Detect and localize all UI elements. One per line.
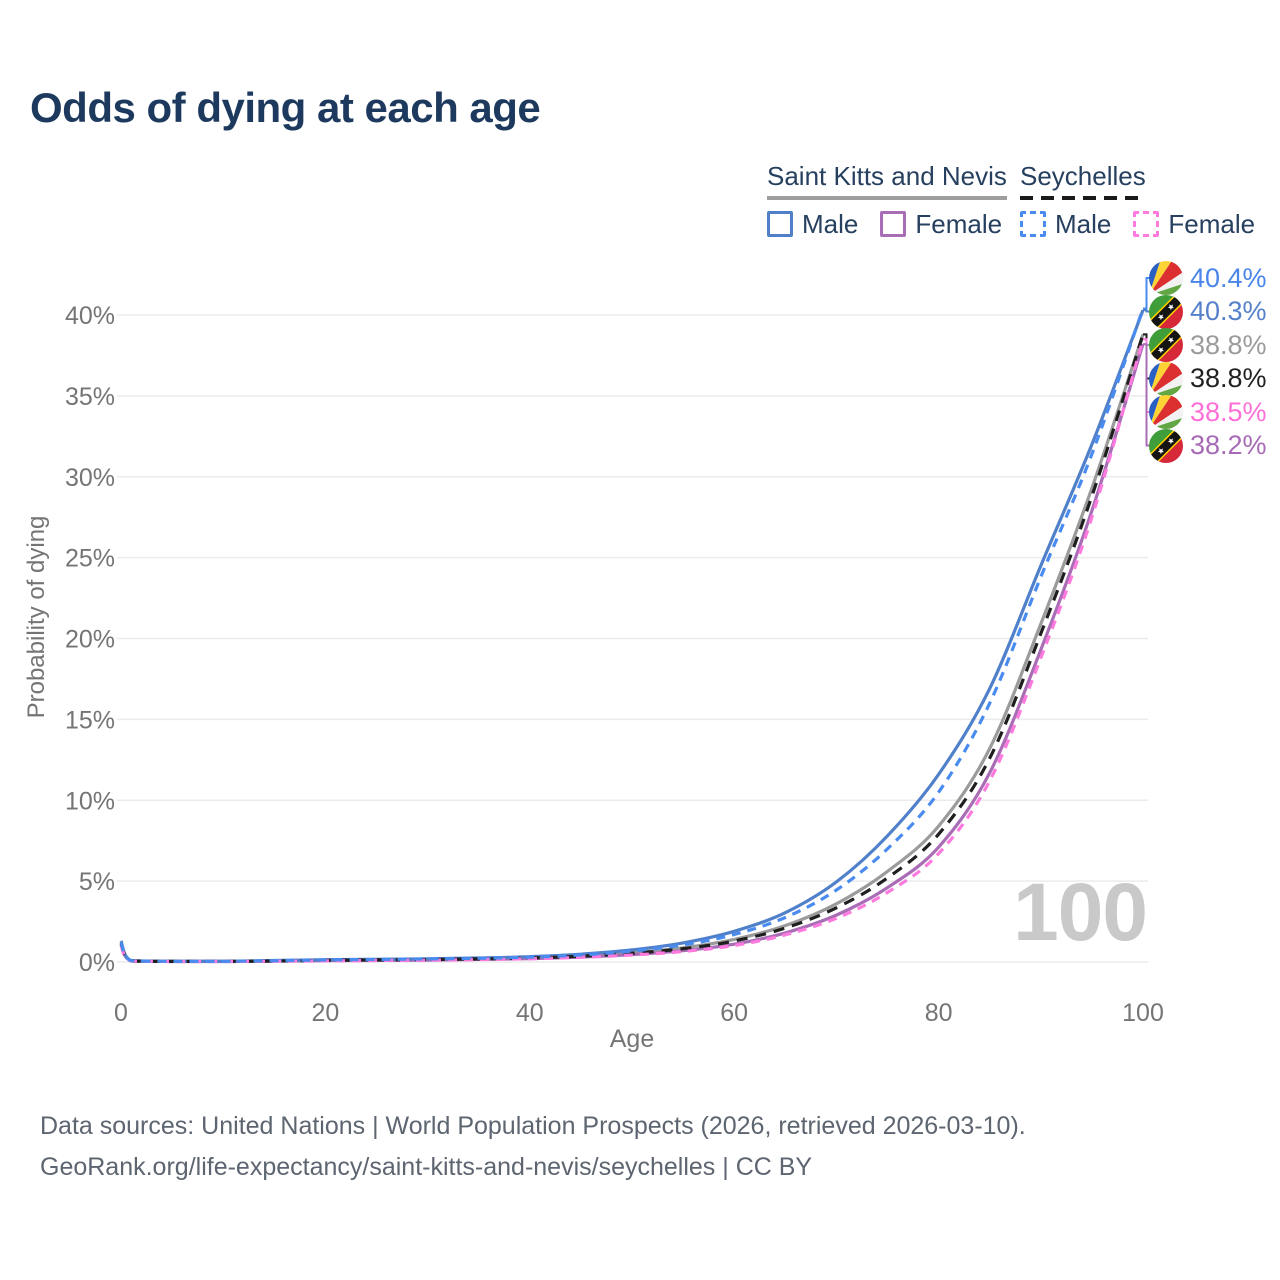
series-lines bbox=[119, 307, 1145, 964]
legend-label-skn-male[interactable]: Male bbox=[802, 208, 859, 239]
legend-label-sey-female[interactable]: Female bbox=[1168, 208, 1256, 239]
x-tick-label: 20 bbox=[311, 999, 339, 1027]
saint-kitts-and-nevis-flag-icon bbox=[1149, 328, 1183, 362]
legend-country-saint-kitts-and-nevis: Saint Kitts and Nevis bbox=[767, 161, 1007, 191]
end-value-label: 40.3% bbox=[1190, 296, 1267, 326]
legend-group-seychelles: Seychelles Male Female bbox=[1020, 161, 1277, 240]
legend-label-sey-male[interactable]: Male bbox=[1055, 208, 1112, 239]
legend-group-saint-kitts-and-nevis: Saint Kitts and Nevis Male Female bbox=[767, 161, 1024, 240]
seychelles-flag-icon bbox=[1149, 261, 1183, 295]
series-end-label: 38.5% bbox=[1149, 395, 1267, 429]
y-tick-label: 40% bbox=[65, 302, 115, 330]
x-tick-label: 40 bbox=[516, 999, 544, 1027]
x-tick-label: 100 bbox=[1122, 999, 1164, 1027]
series-line-skn-both bbox=[119, 333, 1145, 964]
end-value-label: 38.2% bbox=[1190, 430, 1267, 460]
y-tick-label: 10% bbox=[65, 787, 115, 815]
series-end-label: 38.2% bbox=[1149, 428, 1267, 463]
y-tick-label: 35% bbox=[65, 383, 115, 411]
end-value-label: 38.8% bbox=[1190, 363, 1267, 393]
y-tick-label: 30% bbox=[65, 464, 115, 492]
legend-swatch-skn-male[interactable] bbox=[767, 211, 793, 238]
series-line-sey-female bbox=[119, 338, 1145, 964]
y-tick-label: 15% bbox=[65, 706, 115, 734]
end-value-label: 40.4% bbox=[1190, 262, 1267, 293]
x-tick-label: 0 bbox=[114, 999, 128, 1027]
seychelles-flag-icon bbox=[1149, 395, 1183, 429]
legend-swatch-skn-female[interactable] bbox=[880, 211, 907, 238]
y-tick-label: 0% bbox=[79, 949, 115, 977]
y-tick-label: 5% bbox=[79, 868, 115, 896]
legend-swatch-sey-male[interactable] bbox=[1020, 211, 1046, 238]
y-tick-label: 20% bbox=[65, 626, 115, 654]
series-line-sey-male bbox=[119, 307, 1145, 964]
chart-title: Odds of dying at each age bbox=[30, 84, 541, 131]
seychelles-flag-icon bbox=[1149, 361, 1183, 396]
legend-swatch-sey-female[interactable] bbox=[1133, 211, 1160, 238]
x-axis-title: Age bbox=[610, 1025, 654, 1053]
saint-kitts-and-nevis-flag-icon bbox=[1149, 294, 1183, 329]
end-value-label: 38.5% bbox=[1190, 396, 1267, 427]
end-value-label: 38.8% bbox=[1190, 329, 1267, 360]
series-end-label: 38.8% bbox=[1149, 361, 1267, 396]
age-watermark: 100 bbox=[1013, 867, 1148, 958]
series-end-label: 40.3% bbox=[1149, 294, 1267, 329]
footer-line-2: GeoRank.org/life-expectancy/saint-kitts-… bbox=[40, 1152, 813, 1181]
legend-underline-solid bbox=[767, 195, 1007, 200]
series-end-label: 38.8% bbox=[1149, 328, 1267, 362]
legend-label-skn-female[interactable]: Female bbox=[915, 208, 1003, 239]
x-tick-label: 60 bbox=[720, 999, 748, 1027]
legend-underline-dashed bbox=[1020, 195, 1146, 200]
series-line-sey-both bbox=[119, 333, 1145, 964]
series-line-skn-female bbox=[119, 343, 1145, 964]
y-tick-label: 25% bbox=[65, 545, 115, 573]
y-axis-title: Probability of dying bbox=[23, 516, 50, 719]
saint-kitts-and-nevis-flag-icon bbox=[1149, 428, 1183, 463]
gridlines bbox=[117, 314, 1148, 963]
legend-country-seychelles: Seychelles bbox=[1020, 161, 1146, 191]
footer-line-1: Data sources: United Nations | World Pop… bbox=[40, 1112, 1026, 1140]
series-line-skn-male bbox=[119, 309, 1145, 963]
series-end-label: 40.4% bbox=[1149, 261, 1267, 295]
data-source-footer: Data sources: United Nations | World Pop… bbox=[40, 1106, 1026, 1187]
x-tick-label: 80 bbox=[925, 999, 953, 1027]
